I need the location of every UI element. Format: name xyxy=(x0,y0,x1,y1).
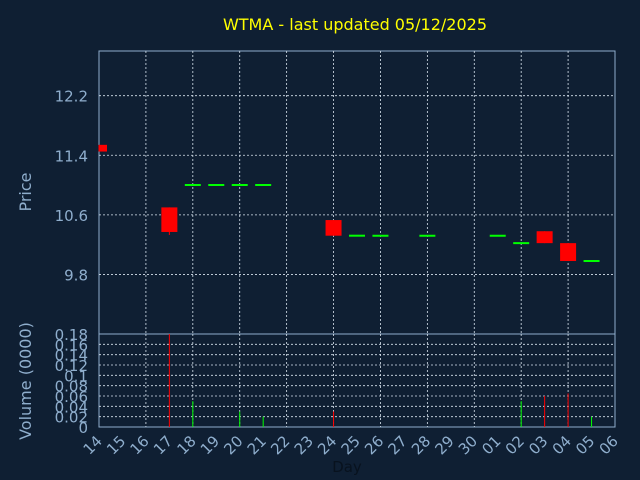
day-tick-label: 27 xyxy=(385,432,411,458)
day-tick-label: 28 xyxy=(408,432,434,458)
price-tick-label: 10.6 xyxy=(55,207,88,225)
volume-frame xyxy=(98,333,616,428)
volume-tick-label: 0.06 xyxy=(55,388,88,406)
price-tick-label: 12.2 xyxy=(55,88,88,106)
day-tick-label: 02 xyxy=(502,432,528,458)
day-tick-label: 30 xyxy=(455,432,481,458)
candle-body xyxy=(536,231,553,244)
day-axis-label: Day xyxy=(332,458,362,476)
candle-body xyxy=(560,243,577,262)
volume-tick-label: 0.1 xyxy=(64,367,88,385)
day-tick-label: 15 xyxy=(103,432,129,458)
price-frame xyxy=(98,50,616,335)
price-tick-label: 11.4 xyxy=(55,147,88,165)
volume-axis-label: Volume (0000) xyxy=(16,322,35,440)
volume-tick-label: 0.14 xyxy=(55,347,88,365)
day-tick-label: 20 xyxy=(220,432,246,458)
price-axis-label: Price xyxy=(16,172,35,211)
volume-tick-label: 0.16 xyxy=(55,336,88,354)
day-tick-label: 24 xyxy=(314,432,340,458)
chart-title: WTMA - last updated 05/12/2025 xyxy=(223,15,487,34)
volume-panel: 00.020.040.060.080.10.120.140.160.18 xyxy=(55,326,616,437)
day-tick-labels: 1415161718192021222324252627282930010203… xyxy=(80,432,622,458)
day-tick-label: 25 xyxy=(338,432,364,458)
price-panel: 9.8 10.6 11.4 12.2 xyxy=(55,50,616,335)
candle-body xyxy=(325,220,342,236)
day-tick-label: 16 xyxy=(127,432,153,458)
day-tick-label: 23 xyxy=(291,432,317,458)
day-tick-label: 22 xyxy=(267,432,293,458)
volume-tick-label: 0.18 xyxy=(55,326,88,344)
day-tick-label: 17 xyxy=(150,432,176,458)
volume-tick-label: 0.04 xyxy=(55,398,88,416)
day-tick-label: 29 xyxy=(431,432,457,458)
day-tick-label: 06 xyxy=(596,432,622,458)
day-tick-label: 04 xyxy=(549,432,575,458)
day-tick-label: 18 xyxy=(173,432,199,458)
day-tick-label: 03 xyxy=(525,432,551,458)
volume-tick-label: 0 xyxy=(78,419,88,437)
volume-tick-label: 0.08 xyxy=(55,378,88,396)
day-tick-label: 01 xyxy=(478,432,504,458)
day-tick-label: 21 xyxy=(244,432,270,458)
candle-body xyxy=(99,144,107,152)
day-tick-label: 05 xyxy=(572,432,598,458)
candle-body xyxy=(161,207,178,232)
volume-tick-label: 0.12 xyxy=(55,357,88,375)
volume-tick-label: 0.02 xyxy=(55,409,88,427)
day-tick-label: 19 xyxy=(197,432,223,458)
price-tick-label: 9.8 xyxy=(64,266,88,284)
day-tick-label: 26 xyxy=(361,432,387,458)
